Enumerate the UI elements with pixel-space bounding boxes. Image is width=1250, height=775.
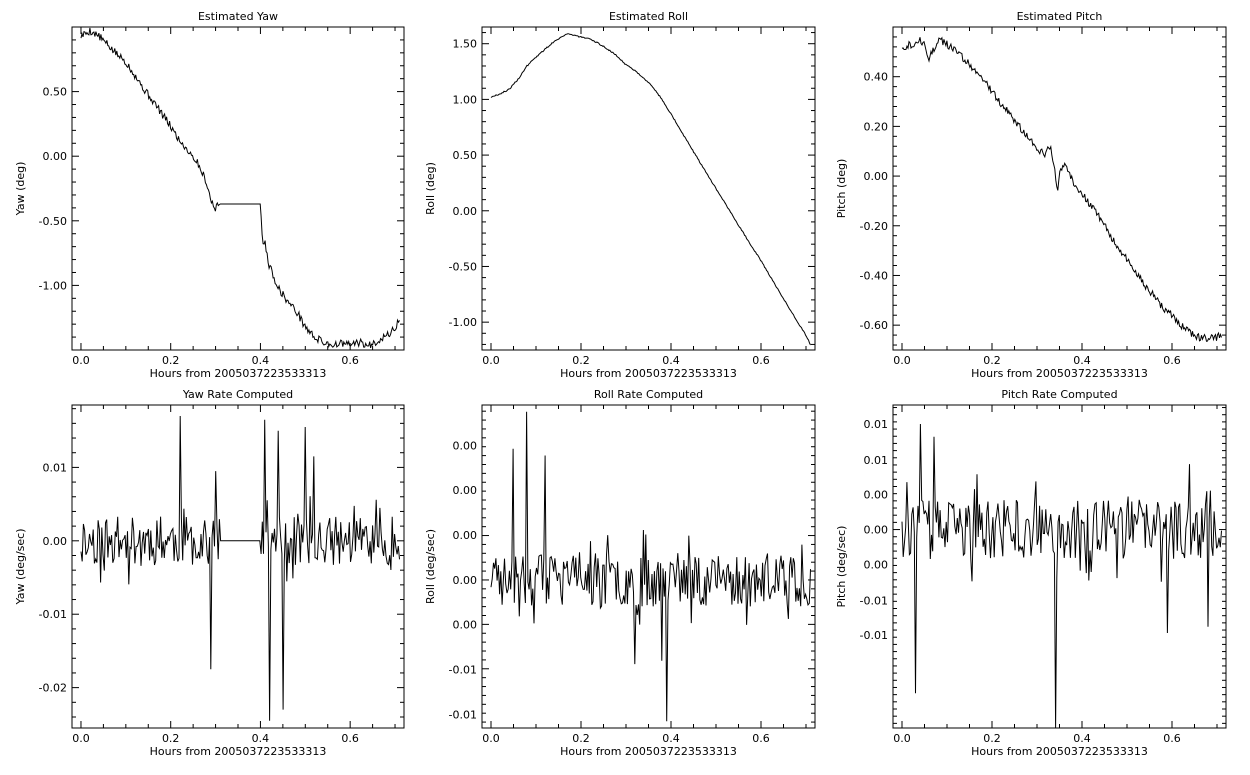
- estimated-pitch-plot-frame: [892, 26, 1227, 351]
- yaw-rate-y-tick-label: 0.00: [43, 535, 68, 548]
- estimated-roll-y-tick-label: 1.50: [453, 38, 478, 51]
- roll-rate-y-tick-label: 0.00: [453, 484, 478, 497]
- estimated-roll-panel: Estimated Roll Hours from 200503722353331…: [424, 10, 816, 380]
- estimated-roll-y-tick-label: 1.00: [453, 93, 478, 106]
- roll-rate-title: Roll Rate Computed: [594, 388, 703, 401]
- roll-rate-y-tick-label: 0.00: [453, 529, 478, 542]
- estimated-pitch-y-tick-label: 0.40: [864, 71, 889, 84]
- estimated-roll-x-axis-label: Hours from 2005037223533313: [560, 367, 737, 380]
- pitch-rate-y-axis-label: Pitch (deg/sec): [835, 526, 848, 608]
- estimated-yaw-x-tick-label: 0.0: [72, 354, 90, 367]
- estimated-roll-x-tick-label: 0.2: [572, 354, 590, 367]
- estimated-roll-plot-frame: [481, 26, 816, 351]
- roll-rate-y-tick-label: 0.00: [453, 618, 478, 631]
- estimated-yaw-plot-frame: [71, 26, 405, 351]
- estimated-pitch-title: Estimated Pitch: [1017, 10, 1103, 23]
- estimated-roll-y-tick-label: 0.00: [453, 205, 478, 218]
- roll-rate-x-tick-label: 0.0: [482, 732, 500, 745]
- yaw-rate-y-tick-label: 0.01: [43, 461, 68, 474]
- yaw-rate-title: Yaw Rate Computed: [182, 388, 293, 401]
- yaw-rate-y-tick-label: -0.02: [39, 682, 67, 695]
- roll-rate-x-tick-label: 0.2: [572, 732, 590, 745]
- estimated-roll-y-tick-label: -0.50: [449, 260, 477, 273]
- pitch-rate-y-tick-label: 0.00: [864, 524, 889, 537]
- roll-rate-y-axis-label: Roll (deg/sec): [424, 529, 437, 604]
- estimated-yaw-title: Estimated Yaw: [198, 10, 278, 23]
- roll-rate-x-axis-label: Hours from 2005037223533313: [560, 745, 737, 758]
- estimated-yaw-y-tick-label: -0.50: [39, 215, 67, 228]
- estimated-pitch-x-tick-label: 0.0: [893, 354, 911, 367]
- pitch-rate-x-axis-label: Hours from 2005037223533313: [971, 745, 1148, 758]
- estimated-yaw-x-tick-label: 0.6: [341, 354, 359, 367]
- roll-rate-y-tick-label: -0.01: [449, 663, 477, 676]
- estimated-pitch-x-tick-label: 0.4: [1073, 354, 1091, 367]
- pitch-rate-y-tick-label: 0.00: [864, 489, 889, 502]
- estimated-yaw-panel: Estimated Yaw Hours from 2005037223533313…: [14, 10, 405, 380]
- roll-rate-y-tick-label: -0.01: [449, 709, 477, 722]
- estimated-yaw-y-tick-label: -1.00: [39, 279, 67, 292]
- estimated-pitch-x-axis-label: Hours from 2005037223533313: [971, 367, 1148, 380]
- roll-rate-series-line: [490, 411, 811, 722]
- yaw-rate-y-tick-label: -0.01: [39, 608, 67, 621]
- yaw-rate-y-axis-label: Yaw (deg/sec): [14, 528, 27, 605]
- roll-rate-y-tick-label: 0.00: [453, 439, 478, 452]
- estimated-pitch-y-tick-label: 0.00: [864, 170, 889, 183]
- estimated-roll-y-tick-label: -1.00: [449, 316, 477, 329]
- estimated-yaw-y-axis-label: Yaw (deg): [14, 162, 27, 217]
- yaw-rate-x-tick-label: 0.4: [252, 732, 270, 745]
- estimated-pitch-y-axis-label: Pitch (deg): [835, 159, 848, 219]
- roll-rate-y-tick-label: 0.00: [453, 574, 478, 587]
- estimated-yaw-x-tick-label: 0.2: [162, 354, 180, 367]
- yaw-rate-series-line: [80, 415, 400, 721]
- estimated-roll-x-tick-label: 0.6: [752, 354, 770, 367]
- yaw-rate-plot-frame: [71, 404, 405, 729]
- yaw-rate-x-axis-label: Hours from 2005037223533313: [150, 745, 327, 758]
- estimated-pitch-panel: Estimated Pitch Hours from 20050372235333…: [835, 10, 1227, 380]
- estimated-yaw-x-tick-label: 0.4: [252, 354, 270, 367]
- estimated-yaw-y-tick-label: 0.00: [43, 150, 68, 163]
- estimated-pitch-y-tick-label: -0.20: [860, 220, 888, 233]
- pitch-rate-y-tick-label: 0.01: [864, 454, 889, 467]
- estimated-roll-y-axis-label: Roll (deg): [424, 162, 437, 215]
- estimated-roll-y-tick-label: 0.50: [453, 149, 478, 162]
- estimated-pitch-x-tick-label: 0.2: [983, 354, 1001, 367]
- estimated-roll-series-line: [490, 33, 811, 346]
- roll-rate-x-tick-label: 0.4: [662, 732, 680, 745]
- estimated-pitch-x-tick-label: 0.6: [1163, 354, 1181, 367]
- estimated-roll-title: Estimated Roll: [609, 10, 688, 23]
- estimated-pitch-series-line: [901, 36, 1222, 342]
- pitch-rate-x-tick-label: 0.6: [1163, 732, 1181, 745]
- pitch-rate-y-tick-label: -0.01: [860, 594, 888, 607]
- estimated-yaw-x-axis-label: Hours from 2005037223533313: [150, 367, 327, 380]
- estimated-roll-x-tick-label: 0.4: [662, 354, 680, 367]
- pitch-rate-series-line: [901, 423, 1222, 729]
- yaw-rate-panel: Yaw Rate Computed Hours from 200503722353…: [14, 388, 405, 758]
- estimated-yaw-y-tick-label: 0.50: [43, 86, 68, 99]
- estimated-pitch-y-tick-label: 0.20: [864, 120, 889, 133]
- roll-rate-panel: Roll Rate Computed Hours from 20050372235…: [424, 388, 816, 758]
- pitch-rate-y-tick-label: 0.00: [864, 558, 889, 571]
- pitch-rate-plot-frame: [892, 404, 1227, 729]
- estimated-pitch-y-tick-label: -0.40: [860, 269, 888, 282]
- pitch-rate-y-tick-label: 0.01: [864, 418, 889, 431]
- pitch-rate-x-tick-label: 0.2: [983, 732, 1001, 745]
- yaw-rate-x-tick-label: 0.0: [72, 732, 90, 745]
- estimated-pitch-y-tick-label: -0.60: [860, 319, 888, 332]
- pitch-rate-y-tick-label: -0.01: [860, 629, 888, 642]
- pitch-rate-title: Pitch Rate Computed: [1001, 388, 1117, 401]
- pitch-rate-x-tick-label: 0.0: [893, 732, 911, 745]
- yaw-rate-x-tick-label: 0.2: [162, 732, 180, 745]
- estimated-roll-x-tick-label: 0.0: [482, 354, 500, 367]
- estimated-yaw-series-line: [80, 27, 400, 349]
- roll-rate-x-tick-label: 0.6: [752, 732, 770, 745]
- pitch-rate-x-tick-label: 0.4: [1073, 732, 1091, 745]
- yaw-rate-x-tick-label: 0.6: [341, 732, 359, 745]
- pitch-rate-panel: Pitch Rate Computed Hours from 2005037223…: [835, 388, 1227, 758]
